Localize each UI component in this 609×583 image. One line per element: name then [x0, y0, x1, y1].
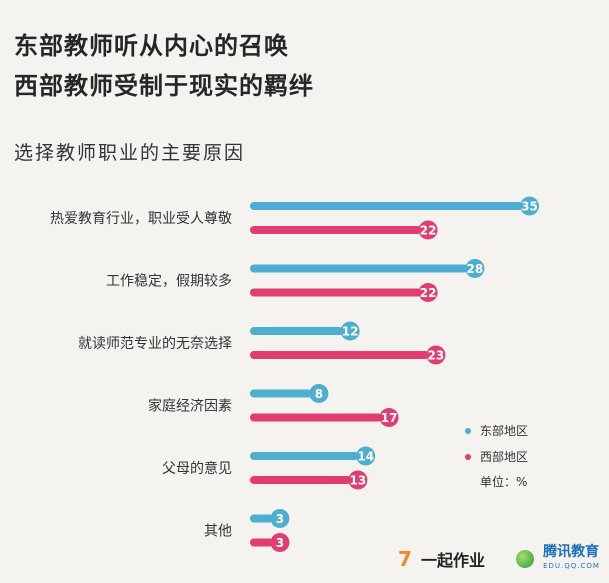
legend-label: 东部地区	[480, 423, 528, 438]
bar-west	[250, 476, 352, 484]
bar-east	[250, 264, 469, 273]
value-dot-west	[379, 408, 399, 427]
value-dot-east	[270, 509, 290, 528]
title-line-2: 西部教师受制于现实的羁绊	[14, 72, 314, 100]
value-dot-east	[356, 446, 376, 466]
data-label: 3	[276, 512, 284, 526]
chart-subtitle: 选择教师职业的主要原因	[14, 142, 246, 164]
title-line-1: 东部教师听从内心的召唤	[14, 32, 289, 60]
tencent-edu-logo-icon	[516, 550, 534, 568]
data-label: 3	[276, 536, 284, 550]
tencent-edu-logo-name: 腾讯教育	[543, 544, 600, 560]
value-dot-east	[340, 321, 360, 341]
data-label: 8	[315, 387, 323, 401]
value-dot-west	[418, 283, 438, 302]
tencent-edu-logo: 腾讯教育 EDU.QQ.COM	[516, 545, 600, 573]
tencent-edu-logo-url: EDU.QQ.COM	[543, 562, 600, 570]
category-label: 家庭经济因素	[148, 398, 232, 415]
bar-west	[250, 226, 422, 234]
bar-east	[250, 514, 274, 523]
bar-west	[250, 538, 274, 547]
bar-west	[250, 413, 383, 422]
data-label: 35	[521, 200, 538, 214]
value-dot-west	[270, 533, 290, 552]
bar-east	[250, 452, 360, 460]
bar-west	[250, 351, 430, 359]
value-dot-east	[465, 259, 485, 278]
value-dot-east	[309, 384, 329, 403]
bar-west	[250, 288, 422, 297]
value-dot-west	[418, 220, 438, 240]
data-label: 14	[357, 450, 374, 464]
yiqizuoye-logo: 7 一起作业	[398, 547, 485, 571]
category-label: 热爱教育行业，职业受人尊敬	[50, 210, 232, 227]
data-label: 23	[428, 349, 445, 363]
bar-east	[250, 389, 313, 398]
value-dot-west	[426, 345, 446, 365]
data-label: 28	[467, 262, 484, 276]
category-label: 就读师范专业的无奈选择	[78, 335, 232, 352]
category-label: 父母的意见	[162, 460, 232, 477]
data-label: 13	[350, 474, 367, 488]
value-dot-west	[348, 470, 368, 490]
bar-east	[250, 202, 523, 210]
data-label: 17	[381, 411, 398, 425]
data-label: 22	[420, 286, 437, 300]
legend-label: 西部地区	[480, 449, 528, 464]
legend-marker-east	[465, 428, 471, 434]
unit-label: 单位：%	[480, 474, 527, 489]
tencent-edu-logo-text: 腾讯教育 EDU.QQ.COM	[543, 545, 600, 573]
data-label: 12	[342, 325, 359, 339]
value-dot-east	[520, 196, 539, 216]
category-label: 其他	[204, 524, 232, 540]
legend-marker-west	[465, 454, 471, 460]
yiqizuoye-logo-text: 一起作业	[421, 551, 486, 570]
data-label: 22	[420, 224, 437, 238]
bar-east	[250, 327, 344, 335]
category-label: 工作稳定，假期较多	[106, 273, 232, 290]
yiqizuoye-logo-icon: 7	[398, 547, 412, 571]
